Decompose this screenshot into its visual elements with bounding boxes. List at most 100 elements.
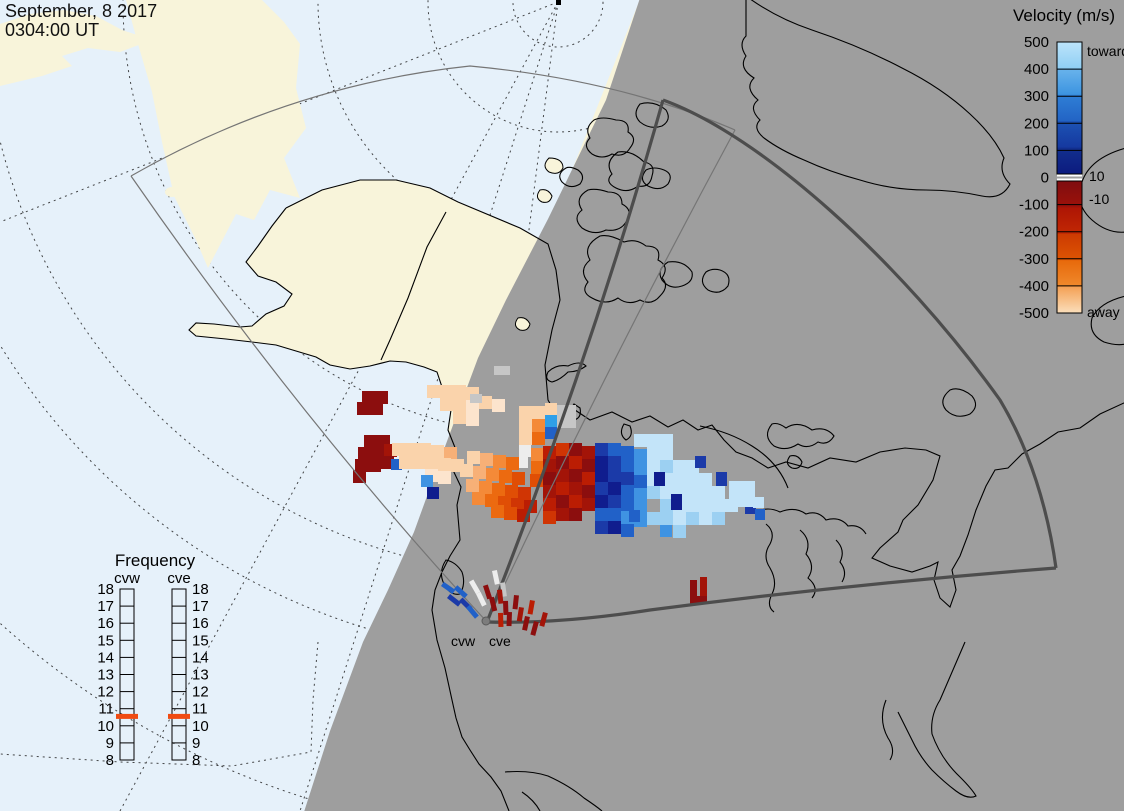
near-range-echo-bar: [492, 569, 500, 585]
velocity-cell: [654, 472, 665, 486]
velocity-cell: [608, 456, 621, 469]
velocity-cell: [647, 434, 660, 447]
velocity-title: Velocity (m/s): [1013, 6, 1115, 25]
radar-site-dot: [481, 616, 491, 626]
velocity-cell: [479, 396, 492, 409]
velocity-cell: [480, 453, 493, 466]
velocity-cell: [556, 456, 569, 469]
velocity-cell: [660, 486, 673, 499]
colorbar-tick-label: 400: [1024, 61, 1049, 78]
velocity-cell: [712, 499, 725, 512]
frequency-panel: Frequency cvw cve 1817161514131211109818…: [97, 551, 208, 769]
velocity-cells: [353, 366, 765, 604]
velocity-cell: [431, 445, 444, 458]
velocity-cell: [621, 485, 634, 498]
velocity-cell: [466, 413, 479, 426]
velocity-colorbar: Velocity (m/s) toward 10 -10 away 500 400…: [1013, 6, 1124, 322]
velocity-cell: [381, 456, 394, 469]
velocity-cell: [608, 508, 621, 521]
velocity-cell: [545, 403, 557, 415]
near-range-echo-bar: [527, 600, 535, 615]
frequency-tick-label: 10: [97, 718, 114, 735]
velocity-cell: [582, 446, 595, 459]
near-range-echo-bar: [512, 595, 519, 610]
time-line: 0304:00 UT: [5, 20, 100, 40]
velocity-cell: [479, 481, 492, 494]
velocity-cell: [427, 385, 440, 398]
velocity-cell: [485, 494, 498, 507]
velocity-cell: [690, 596, 707, 604]
colorbar-segment: [1057, 94, 1082, 122]
velocity-cell: [729, 481, 742, 494]
colorbar-segment: [1057, 207, 1082, 235]
velocity-cell: [634, 475, 647, 488]
velocity-cell: [473, 466, 486, 479]
velocity-cell: [392, 443, 405, 456]
velocity-cell: [427, 487, 439, 499]
frequency-tick-label: 15: [97, 632, 114, 649]
near-range-echo-bar: [475, 591, 487, 607]
toward-label: toward: [1087, 43, 1124, 59]
velocity-cell: [486, 468, 499, 481]
velocity-cell: [399, 456, 412, 469]
velocity-cell: [405, 443, 418, 456]
velocity-cell: [364, 435, 377, 448]
colorbar-tick-label: 300: [1024, 88, 1049, 105]
near-range-echo-bar: [498, 612, 504, 627]
colorbar-segment: [1057, 147, 1082, 175]
velocity-cell: [634, 449, 647, 462]
velocity-cell: [532, 432, 545, 445]
velocity-cell: [532, 406, 545, 419]
velocity-cell: [370, 402, 383, 415]
velocity-cell: [569, 469, 582, 482]
colorbar-segment: [1057, 68, 1082, 96]
velocity-cell: [368, 459, 381, 472]
colorbar-frame-top: [1056, 41, 1083, 175]
velocity-cell: [660, 512, 673, 525]
velocity-cell: [491, 505, 504, 518]
velocity-cell: [466, 479, 479, 492]
near-range-echo-bar: [496, 589, 504, 604]
frequency-tick-label: 10: [192, 718, 209, 735]
velocity-cell: [531, 461, 544, 474]
colorbar-tick-label: 100: [1024, 142, 1049, 159]
velocity-cell: [595, 508, 608, 521]
velocity-cell: [755, 509, 765, 520]
velocity-cell: [621, 459, 634, 472]
velocity-cell: [686, 499, 699, 512]
velocity-cell: [556, 508, 569, 521]
velocity-cell: [671, 494, 682, 510]
velocity-cell: [438, 458, 451, 471]
velocity-cell: [690, 580, 697, 600]
velocity-cell: [660, 525, 672, 537]
velocity-cell: [453, 385, 466, 398]
frequency-tick-label: 13: [192, 667, 209, 684]
velocity-cell: [716, 472, 727, 486]
velocity-cell: [595, 482, 608, 495]
colorbar-tick-label: -300: [1019, 251, 1049, 268]
frequency-tick-label: 18: [97, 581, 114, 598]
velocity-cell: [453, 398, 466, 411]
velocity-cell: [425, 456, 438, 469]
velocity-cell: [569, 456, 582, 469]
velocity-cell: [742, 494, 755, 507]
velocity-cell: [493, 455, 506, 468]
velocity-cell: [467, 451, 480, 464]
velocity-cell: [506, 457, 519, 470]
near-range-echo-bar: [466, 604, 479, 619]
velocity-cell: [556, 443, 569, 456]
velocity-cell: [608, 495, 621, 508]
velocity-cell: [357, 402, 370, 415]
map-label-cvw: cvw: [451, 633, 476, 649]
colorbar-segment: [1057, 233, 1082, 261]
velocity-cell: [729, 494, 742, 507]
colorbar-tick-label: 500: [1024, 34, 1049, 51]
velocity-cell: [512, 472, 525, 485]
velocity-cell: [531, 448, 544, 461]
frequency-tick-label: 17: [97, 598, 114, 615]
velocity-cell: [582, 472, 595, 485]
velocity-cell: [621, 472, 634, 485]
velocity-cell: [470, 394, 482, 403]
velocity-cell: [466, 400, 479, 413]
